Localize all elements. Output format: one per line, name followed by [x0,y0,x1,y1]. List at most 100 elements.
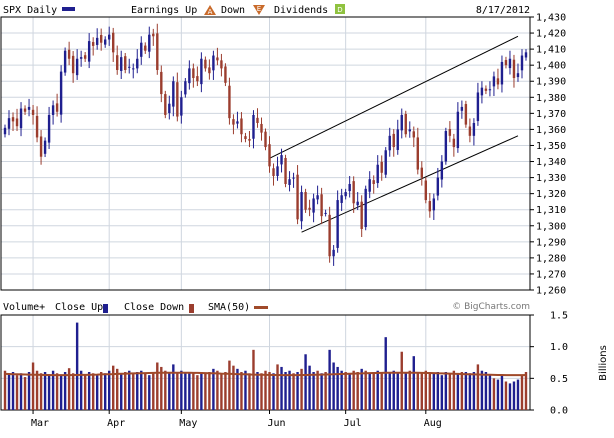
volume-bar [128,370,131,410]
candle-body [31,109,35,115]
candle-body [292,177,295,179]
volume-bar [484,372,488,410]
candle-body [15,118,19,127]
volume-bar [244,370,247,410]
month-label: May [179,418,197,429]
candle-body [316,195,319,200]
candle-body [488,89,492,91]
volume-bar [132,373,135,410]
candle-body [120,57,123,71]
sma-label: SMA(50) [208,302,250,313]
earnings-up-label: Earnings Up [131,5,197,16]
volume-sma [4,371,527,377]
volume-bar [87,372,91,410]
volume-bar [240,372,243,410]
candle-body [464,104,468,125]
volume-bar [7,373,11,410]
volume-bar [400,351,403,410]
price-tick-label: 1,380 [536,93,566,104]
volume-bar [304,354,307,410]
volume-bar [336,366,339,410]
volume-bar [264,370,267,410]
candle-body [336,200,339,248]
volume-bar [392,370,395,410]
candle-body [103,39,107,45]
volume-bar [292,373,295,410]
candle-body [39,136,43,157]
volume-bar [156,362,159,410]
volume-bar [468,373,472,410]
candle-body [220,60,223,69]
candle-body [83,55,87,59]
candle-body [112,32,115,53]
candle-body [188,68,191,84]
volume-bar [47,375,51,410]
price-tick-label: 1,350 [536,141,566,152]
candle-body [224,66,227,83]
volume-bar [480,370,484,410]
month-label: Jul [344,418,362,429]
volume-bar [364,370,367,410]
volume-bar [464,372,468,410]
volume-bar [83,375,87,410]
volume-bar [276,364,279,410]
close-up-label: Close Up [55,302,103,313]
earnings-up-glyph: A [208,8,213,16]
candle-body [472,122,476,136]
candle-body [524,52,528,58]
candle-body [492,76,496,87]
volume-bar [27,372,31,410]
candle-body [164,94,167,115]
candle-body [7,118,11,129]
volume-bar [176,372,179,410]
volume-bar [220,373,223,410]
candle-body [420,167,423,178]
candle-body [412,131,415,138]
price-tick-label: 1,360 [536,125,566,136]
volume-bar [352,370,355,410]
volume-bar [116,368,119,410]
volume-bar [108,370,111,410]
candle-body [520,55,524,71]
candle-body [456,111,460,149]
price-tick-label: 1,260 [536,286,566,297]
candle-body [272,168,275,176]
price-panel [0,16,531,291]
candle-body [380,161,383,173]
volume-bar [168,373,171,410]
candle-body [264,131,267,148]
volume-tick-label: 0.0 [550,406,568,417]
volume-bar [312,372,315,410]
volume-bar [19,373,23,410]
candle-body [204,59,207,69]
volume-bar [120,373,123,410]
candle-body [440,161,444,180]
volume-bar [99,372,103,410]
candle-body [320,194,323,217]
volume-bar [472,372,476,410]
candle-body [91,42,95,46]
candle-body [508,58,512,69]
earnings-down-icon: E [253,5,265,15]
volume-bar [436,372,440,410]
volume-bar [476,364,480,410]
candle-body [436,177,440,196]
volume-bar [380,373,383,410]
volume-bar [420,373,423,410]
volume-bar [508,383,512,410]
candle-body [396,129,399,150]
month-label: Apr [107,418,125,429]
candle-body [372,180,375,185]
volume-bar [164,370,167,410]
candle-body [344,192,347,197]
candle-body [444,131,448,162]
volume-bar [216,370,219,410]
candle-body [196,76,199,82]
time-axis: Mar Apr May Jun Jul Aug [31,410,442,429]
candle-body [35,115,39,138]
close-down-label: Close Down [124,302,184,313]
volume-bar [160,366,163,410]
price-tick-label: 1,310 [536,205,566,216]
candle-body [404,113,407,135]
price-candles [3,23,528,266]
